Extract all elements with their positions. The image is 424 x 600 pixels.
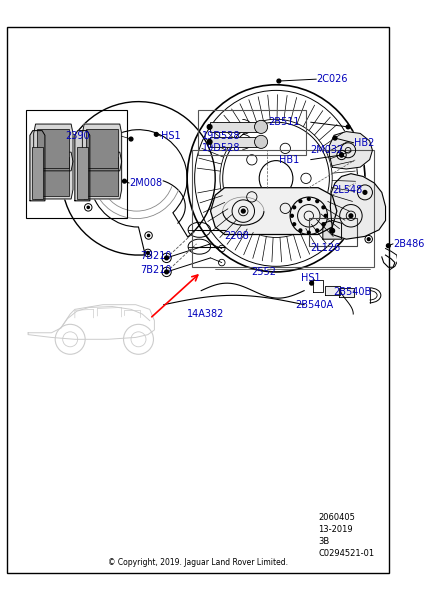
Text: 7B210: 7B210 <box>140 265 172 275</box>
Text: 2B540B: 2B540B <box>333 287 371 296</box>
Text: HS1: HS1 <box>301 274 321 283</box>
Circle shape <box>367 238 370 241</box>
Polygon shape <box>325 286 340 295</box>
Circle shape <box>165 270 168 274</box>
Circle shape <box>322 223 325 226</box>
Text: 2390: 2390 <box>65 131 90 141</box>
Text: 2M008: 2M008 <box>129 178 162 188</box>
Text: HB2: HB2 <box>354 138 374 148</box>
Text: 2L126: 2L126 <box>311 242 341 253</box>
Circle shape <box>299 229 302 232</box>
Text: HS1: HS1 <box>161 131 181 141</box>
Circle shape <box>330 229 335 233</box>
Circle shape <box>148 235 150 236</box>
Circle shape <box>310 281 313 285</box>
Circle shape <box>340 153 343 157</box>
Text: © Copyright, 2019. Jaguar Land Rover Limited.: © Copyright, 2019. Jaguar Land Rover Lim… <box>109 557 288 566</box>
Circle shape <box>207 140 212 144</box>
Text: C0294521-01: C0294521-01 <box>318 549 374 558</box>
Text: 2B486: 2B486 <box>393 239 424 249</box>
Bar <box>209 122 261 131</box>
Circle shape <box>254 136 268 148</box>
Circle shape <box>307 197 310 200</box>
Circle shape <box>290 214 293 217</box>
Circle shape <box>87 206 89 208</box>
Circle shape <box>165 256 168 260</box>
Bar <box>309 218 357 246</box>
Text: 2L548: 2L548 <box>332 185 363 194</box>
Bar <box>37 157 69 196</box>
Polygon shape <box>75 131 90 201</box>
Polygon shape <box>330 173 385 239</box>
Text: 3B: 3B <box>318 537 329 546</box>
Bar <box>209 137 261 146</box>
Text: 2C026: 2C026 <box>316 74 348 84</box>
Circle shape <box>123 179 126 183</box>
Text: 2208: 2208 <box>225 232 249 241</box>
Circle shape <box>322 206 325 209</box>
Text: 19D528: 19D528 <box>202 131 241 141</box>
Circle shape <box>293 206 296 209</box>
Circle shape <box>277 79 281 83</box>
Circle shape <box>340 153 343 157</box>
Circle shape <box>254 121 268 133</box>
Circle shape <box>316 200 318 203</box>
Bar <box>32 148 43 199</box>
Text: 7B210: 7B210 <box>140 251 172 261</box>
Text: 2B511: 2B511 <box>268 117 299 127</box>
Circle shape <box>241 209 245 213</box>
Circle shape <box>154 133 158 136</box>
Circle shape <box>299 200 302 203</box>
Polygon shape <box>33 124 73 171</box>
Text: 2060405: 2060405 <box>318 512 355 521</box>
Circle shape <box>324 214 327 217</box>
Bar <box>192 150 374 267</box>
Text: 2B540A: 2B540A <box>295 299 333 310</box>
Text: 2M032: 2M032 <box>311 145 344 155</box>
Circle shape <box>316 229 318 232</box>
Circle shape <box>293 223 296 226</box>
Circle shape <box>363 191 367 194</box>
Polygon shape <box>329 131 372 169</box>
Bar <box>198 110 306 155</box>
Text: 14A382: 14A382 <box>187 309 225 319</box>
Bar <box>86 129 118 168</box>
Polygon shape <box>82 152 122 199</box>
Circle shape <box>346 125 350 129</box>
Polygon shape <box>323 220 342 239</box>
Circle shape <box>146 251 149 254</box>
Text: 13-2019: 13-2019 <box>318 525 353 534</box>
Bar <box>86 157 118 196</box>
Polygon shape <box>211 188 337 235</box>
Circle shape <box>349 214 353 218</box>
Circle shape <box>307 231 310 234</box>
Circle shape <box>129 137 133 141</box>
Bar <box>37 129 69 168</box>
Bar <box>26 110 127 218</box>
Bar <box>77 148 88 199</box>
Polygon shape <box>30 131 45 201</box>
Circle shape <box>333 136 337 140</box>
Polygon shape <box>33 152 73 199</box>
Text: 2552: 2552 <box>251 267 276 277</box>
Text: 19D528: 19D528 <box>202 143 241 154</box>
Polygon shape <box>82 124 122 171</box>
Polygon shape <box>339 288 354 297</box>
Text: HB1: HB1 <box>279 155 299 164</box>
Circle shape <box>386 244 390 248</box>
Circle shape <box>207 125 212 129</box>
